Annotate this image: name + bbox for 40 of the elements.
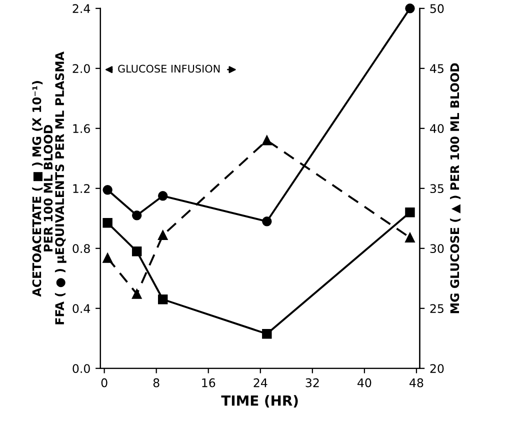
y-tick-label: 2.0 bbox=[72, 64, 90, 74]
y-tick-label: 2.4 bbox=[72, 4, 90, 13]
x-tick-label: 32 bbox=[306, 378, 319, 388]
y2-axis-title: MG GLUCOSE ( ▲ ) PER 100 ML BLOOD bbox=[450, 63, 461, 314]
y-tick-label: 0.8 bbox=[72, 244, 90, 254]
point bbox=[262, 329, 272, 339]
x-axis-title: TIME (HR) bbox=[221, 395, 298, 408]
y2-tick-label: 25 bbox=[430, 304, 444, 314]
point bbox=[405, 4, 415, 14]
x-tick-label: 48 bbox=[410, 378, 424, 388]
point bbox=[158, 191, 168, 201]
annotation: GLUCOSE INFUSION bbox=[118, 64, 220, 73]
point bbox=[132, 246, 142, 256]
point bbox=[132, 289, 142, 299]
y-axis-title: ACETOACETATE ( ■ ) MG (X 10⁻¹) PER 100 ML BLOOD FFA ( ● ) μEQUIVALENTS PER ML PLASMA bbox=[32, 52, 66, 324]
point bbox=[262, 216, 272, 226]
y-tick-label: 0.0 bbox=[72, 364, 90, 374]
point bbox=[405, 232, 415, 242]
x-tick-label: 16 bbox=[202, 378, 216, 388]
point bbox=[158, 294, 168, 304]
y2-tick-label: 20 bbox=[430, 364, 444, 374]
y2-tick-label: 40 bbox=[430, 124, 444, 134]
point bbox=[132, 210, 142, 220]
x-tick-label: 0 bbox=[101, 378, 108, 388]
point bbox=[262, 136, 272, 146]
y-tick-label: 1.2 bbox=[73, 184, 90, 193]
point bbox=[158, 230, 168, 240]
y-tick-label: 0.4 bbox=[72, 304, 90, 314]
x-tick-label: 24 bbox=[254, 378, 268, 388]
y-tick-label: 1.6 bbox=[73, 124, 90, 134]
y2-tick-label: 35 bbox=[430, 184, 444, 194]
y2-tick-label: 50 bbox=[430, 4, 444, 14]
y2-tick-label: 30 bbox=[430, 244, 444, 254]
x-tick-label: 40 bbox=[358, 378, 372, 388]
point bbox=[102, 218, 112, 228]
point bbox=[102, 185, 112, 195]
point bbox=[405, 208, 415, 218]
x-tick-label: 8 bbox=[153, 378, 160, 388]
y2-tick-label: 45 bbox=[430, 64, 444, 74]
point bbox=[102, 253, 112, 263]
